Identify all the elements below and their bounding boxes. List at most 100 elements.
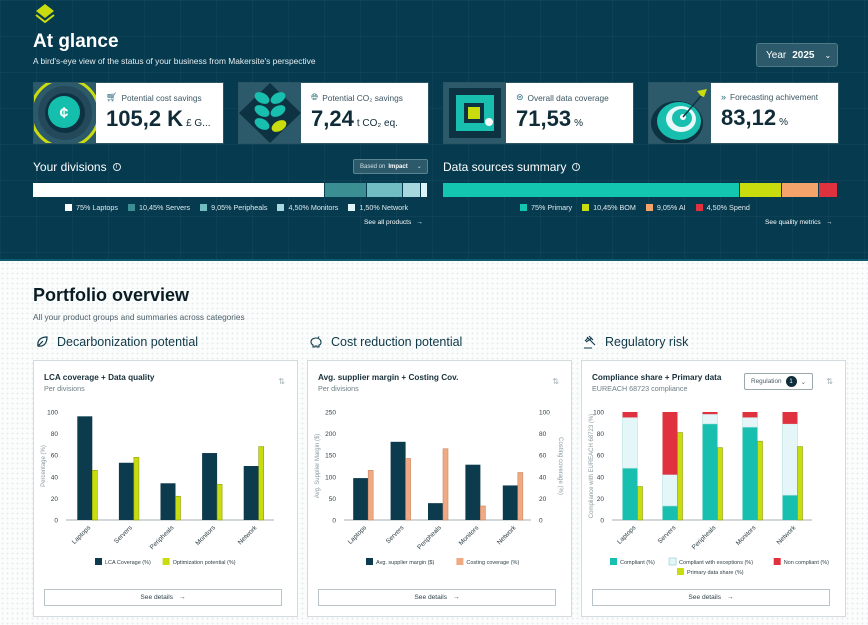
stack-segment[interactable] bbox=[740, 183, 782, 197]
bar-secondary-series bbox=[517, 472, 524, 521]
kpi-value: 83,12 bbox=[721, 105, 777, 130]
stack-segment[interactable] bbox=[443, 183, 740, 197]
kpi-label: Forecasting achivement bbox=[730, 92, 819, 102]
bar-secondary-series bbox=[637, 486, 643, 521]
stack-segment[interactable] bbox=[782, 183, 819, 197]
y-tick-label: 40 bbox=[51, 474, 59, 481]
supplier-margin-chart: 0 50 100 150 200 250 0 20 40 60 80 100 Costing cover… bbox=[315, 410, 563, 567]
stack-segment[interactable] bbox=[33, 183, 325, 197]
see-details-button[interactable]: See details → bbox=[592, 589, 830, 606]
sort-icon[interactable]: ⇅ bbox=[552, 377, 559, 386]
sort-icon[interactable]: ⇅ bbox=[278, 377, 285, 386]
legend-label: Compliant (%) bbox=[620, 560, 655, 566]
bar-compliant-with-exceptions- bbox=[782, 423, 798, 496]
kpi-unit: % bbox=[574, 118, 583, 129]
globe-icon: 🌐︎ bbox=[311, 92, 319, 102]
lca-coverage-card: LCA coverage + Data quality Per division… bbox=[33, 360, 298, 617]
supplier-margin-card: Avg. supplier margin + Costing Cov. Per … bbox=[307, 360, 572, 617]
bar-secondary-series bbox=[405, 458, 411, 521]
legend-swatch bbox=[348, 204, 356, 211]
legend-swatch bbox=[277, 204, 285, 211]
kpi-card-forecasting[interactable]: » Forecasting achivement 83,12% bbox=[648, 82, 839, 144]
legend-label: Compliant with exceptions (%) bbox=[679, 560, 753, 566]
based-on-value: Impact bbox=[388, 163, 408, 170]
fast-forward-icon: » bbox=[721, 92, 727, 102]
stack-segment[interactable] bbox=[421, 183, 427, 197]
arrow-right-icon: → bbox=[416, 219, 423, 226]
year-selector[interactable]: Year 2025 ⌄ bbox=[756, 43, 838, 67]
data-sources-stacked-bar bbox=[443, 183, 838, 197]
coverage-illustration-icon bbox=[444, 83, 506, 143]
legend-swatch bbox=[456, 558, 464, 565]
stack-segment[interactable] bbox=[366, 183, 402, 197]
bar-compliant-with-exceptions- bbox=[742, 417, 758, 428]
stack-segment[interactable] bbox=[819, 183, 837, 197]
bar-secondary-series bbox=[175, 495, 181, 521]
x-tick-label: Monitors bbox=[194, 524, 217, 547]
based-on-dropdown[interactable]: Based on Impact ⌄ bbox=[353, 159, 428, 174]
bar-secondary-series bbox=[797, 446, 803, 521]
y-tick-label: 0 bbox=[332, 518, 336, 525]
x-tick-label: Monitors bbox=[458, 524, 481, 547]
kpi-card-cost-savings[interactable]: ¢ 🛒︎ Potential cost savings 105,2 K £ G... bbox=[33, 82, 224, 144]
stack-segment[interactable] bbox=[325, 183, 366, 197]
leaf-icon bbox=[37, 336, 48, 347]
kpi-label: Potential CO₂ savings bbox=[322, 92, 403, 103]
bar-primary-series bbox=[390, 441, 406, 520]
y-tick-label: 40 bbox=[597, 474, 605, 481]
y-tick-label: 80 bbox=[51, 431, 59, 438]
bar-compliant-with-exceptions- bbox=[622, 417, 638, 469]
y-axis-label: Avg. Supplier Margin ($) bbox=[315, 434, 321, 499]
card-subtitle: EUREACH 68723 compliance bbox=[592, 384, 688, 393]
see-quality-metrics-link[interactable]: See quality metrics → bbox=[765, 219, 832, 226]
legend-swatch bbox=[520, 204, 527, 211]
x-tick-label: Monitors bbox=[735, 524, 758, 547]
kpi-unit: t CO₂ eq. bbox=[356, 118, 398, 129]
y-tick-label: 20 bbox=[597, 496, 605, 503]
y-tick-label: 0 bbox=[600, 518, 604, 525]
y2-tick-label: 20 bbox=[539, 496, 547, 503]
sort-icon[interactable]: ⇅ bbox=[826, 377, 833, 386]
filter-count-badge: 1 bbox=[785, 376, 797, 387]
bar-non-compliant- bbox=[702, 412, 718, 415]
bar-primary-series bbox=[465, 464, 481, 520]
stack-segment[interactable] bbox=[402, 183, 421, 197]
divisions-stacked-bar bbox=[33, 183, 428, 197]
page-title: At glance bbox=[33, 31, 119, 52]
see-all-products-link[interactable]: See all products → bbox=[364, 219, 423, 226]
y-tick-label: 200 bbox=[325, 431, 336, 438]
bar-non-compliant- bbox=[782, 412, 798, 424]
bar-secondary-series bbox=[367, 470, 374, 521]
kpi-card-co2-savings[interactable]: 🌐︎ Potential CO₂ savings 7,24 t CO₂ eq. bbox=[238, 82, 429, 144]
portfolio-subtitle: All your product groups and summaries ac… bbox=[33, 312, 245, 322]
x-tick-label: Network bbox=[237, 524, 259, 546]
legend-label: 4,50% Monitors bbox=[288, 203, 339, 212]
year-label: Year bbox=[766, 49, 787, 61]
kpi-value: 7,24 bbox=[311, 106, 354, 131]
hero-divider bbox=[0, 259, 868, 261]
y-axis-label: Compliance with EUREACH 68723 (%) bbox=[589, 414, 595, 518]
info-icon[interactable]: i bbox=[572, 163, 581, 171]
y-tick-label: 0 bbox=[54, 518, 58, 525]
legend-label: Optimization potential (%) bbox=[173, 560, 236, 566]
see-details-button[interactable]: See details → bbox=[318, 589, 556, 606]
legend-label: 10,45% BOM bbox=[593, 203, 636, 212]
y2-axis-label: Costing coverage (%) bbox=[557, 437, 563, 495]
bar-secondary-series bbox=[216, 484, 223, 521]
gavel-icon bbox=[584, 335, 596, 349]
divisions-title: Your divisions i bbox=[33, 160, 121, 174]
y-tick-label: 60 bbox=[51, 453, 59, 460]
page-subtitle: A bird's-eye view of the status of your … bbox=[33, 56, 316, 66]
y2-tick-label: 40 bbox=[539, 474, 547, 481]
kpi-card-data-coverage[interactable]: ⊜ Overall data coverage 71,53% bbox=[443, 82, 634, 144]
info-icon[interactable]: i bbox=[112, 163, 121, 171]
bar-secondary-series bbox=[91, 470, 98, 521]
year-value: 2025 bbox=[792, 49, 815, 61]
see-details-button[interactable]: See details → bbox=[44, 589, 282, 606]
legend-swatch bbox=[127, 204, 135, 211]
layers-logo-icon bbox=[35, 4, 55, 24]
legend-label: LCA Coverage (%) bbox=[105, 560, 151, 566]
y-tick-label: 80 bbox=[597, 431, 605, 438]
based-on-label: Based on bbox=[360, 163, 386, 170]
regulation-filter-dropdown[interactable]: Regulation 1 ⌄ bbox=[744, 373, 813, 390]
